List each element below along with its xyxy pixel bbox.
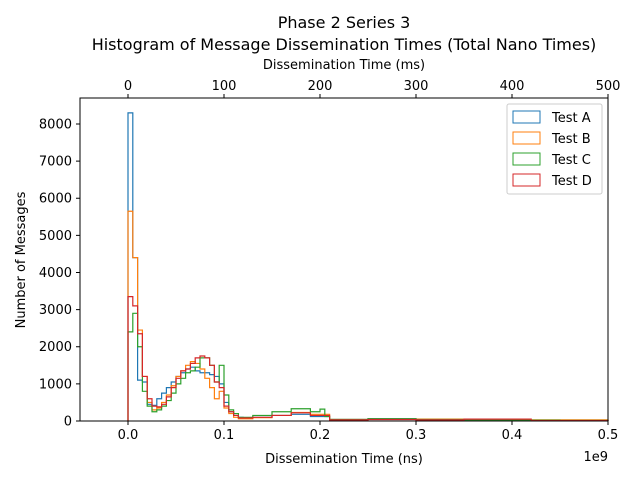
y-tick-label: 7000	[39, 155, 72, 170]
y-axis-label: Number of Messages	[14, 191, 29, 328]
x-tick-label: 0.2	[310, 428, 331, 443]
x2-tick-label: 0	[124, 79, 132, 94]
x2-tick-label: 300	[404, 79, 429, 94]
x2-axis-label: Dissemination Time (ms)	[263, 58, 425, 73]
legend-entry: Test B	[512, 131, 591, 147]
legend: Test A Test B Test C Test D	[506, 103, 603, 195]
x-tick-label: 0.1	[214, 428, 235, 443]
legend-label-test-c: Test C	[551, 153, 591, 168]
y-tick-label: 1000	[39, 377, 72, 392]
y-tick-label: 3000	[39, 303, 72, 318]
x-tick-label: 0.5	[598, 428, 619, 443]
x2-tick-label: 400	[500, 79, 525, 94]
axes-layer: 0.0 0.1 0.2 0.3 0.4 0.50 100 200 300 400 500010002…	[39, 79, 621, 443]
legend-entry: Test C	[512, 152, 591, 168]
x2-tick-label: 200	[308, 79, 333, 94]
y-tick-label: 0	[64, 415, 72, 430]
legend-swatch-test-d	[512, 173, 541, 187]
legend-entry: Test A	[512, 110, 591, 126]
series-layer	[127, 112, 609, 422]
x2-tick-label: 500	[596, 79, 621, 94]
x-tick-label: 0.4	[502, 428, 523, 443]
x-tick-label: 0.3	[406, 428, 427, 443]
y-tick-label: 5000	[39, 229, 72, 244]
legend-entry: Test D	[512, 173, 592, 189]
legend-label-test-a: Test A	[551, 111, 591, 126]
x2-tick-label: 100	[212, 79, 237, 94]
plot-frame	[79, 97, 609, 422]
legend-frame	[506, 103, 603, 195]
legend-swatch-test-a	[512, 110, 541, 124]
series-test-d	[127, 296, 609, 422]
series-test-a	[127, 112, 609, 422]
legend-label-test-b: Test B	[551, 132, 591, 147]
y-tick-label: 6000	[39, 192, 72, 207]
legend-swatch-test-c	[512, 152, 541, 166]
chart-subtitle: Histogram of Message Dissemination Times…	[92, 35, 597, 54]
legend-swatch-test-b	[512, 131, 541, 145]
x-scale-multiplier: 1e9	[583, 450, 608, 465]
x-tick-label: 0.0	[118, 428, 139, 443]
y-tick-label: 8000	[39, 117, 72, 132]
y-tick-label: 4000	[39, 266, 72, 281]
y-tick-label: 2000	[39, 340, 72, 355]
legend-label-test-d: Test D	[551, 174, 592, 189]
chart-title: Phase 2 Series 3	[278, 13, 411, 32]
histogram-step-outline	[127, 296, 609, 422]
x-axis-label: Dissemination Time (ns)	[265, 452, 423, 467]
histogram-step-outline	[127, 112, 609, 422]
